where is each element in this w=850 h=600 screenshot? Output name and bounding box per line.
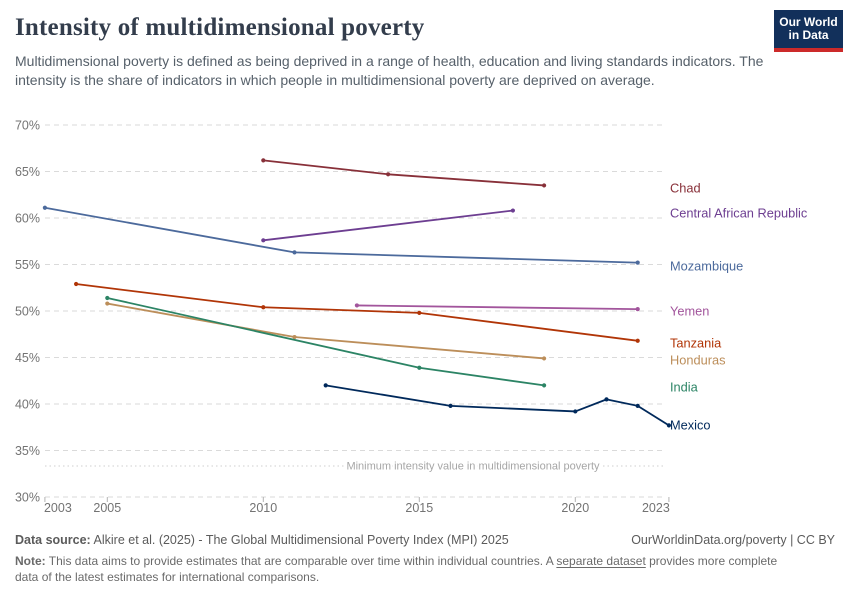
x-tick-label-2010: 2010 <box>249 501 277 515</box>
point-tanzania-2015 <box>417 310 422 315</box>
point-india-2019 <box>542 383 547 388</box>
data-source-line: Data source: Alkire et al. (2025) - The … <box>15 533 509 547</box>
series-label-yemen[interactable]: Yemen <box>670 304 709 319</box>
y-tick-label-45: 45% <box>15 351 40 365</box>
point-mozambique-2022 <box>635 260 640 265</box>
point-yemen-2022 <box>635 307 640 312</box>
note-text-2: provides more complete data of the lates… <box>15 554 778 585</box>
note-label: Note: <box>15 554 46 568</box>
series-label-india[interactable]: India <box>670 380 699 395</box>
point-chad-2010 <box>261 158 266 163</box>
point-mexico-2012 <box>323 383 328 388</box>
point-mexico-2022 <box>635 403 640 408</box>
series-label-chad[interactable]: Chad <box>670 181 701 196</box>
line-yemen[interactable] <box>355 304 639 311</box>
owid-logo-line1: Our World <box>779 15 838 29</box>
owid-logo-line2: in Data <box>788 28 829 42</box>
point-mexico-2023 <box>666 423 672 428</box>
point-central-african-republic-2018 <box>510 208 515 213</box>
y-tick-label-35: 35% <box>15 444 40 458</box>
minimum-intensity-annotation: Minimum intensity value in multidimensio… <box>346 461 600 473</box>
owid-url-license[interactable]: OurWorldinData.org/poverty | CC BY <box>631 533 835 547</box>
x-tick-label-2003: 2003 <box>44 501 72 515</box>
y-tick-label-60: 60% <box>15 212 40 226</box>
chart-footer: Data source: Alkire et al. (2025) - The … <box>15 533 835 585</box>
point-yemen-2013 <box>354 303 359 308</box>
data-source-text: Alkire et al. (2025) - The Global Multid… <box>90 533 509 547</box>
line-chad[interactable] <box>262 159 545 187</box>
line-mexico[interactable] <box>324 384 670 427</box>
series-label-mexico[interactable]: Mexico <box>670 418 711 433</box>
series-label-mozambique[interactable]: Mozambique <box>670 259 743 274</box>
point-chad-2019 <box>542 183 547 188</box>
y-tick-label-55: 55% <box>15 258 40 272</box>
page-title: Intensity of multidimensional poverty <box>15 14 425 41</box>
series-label-honduras[interactable]: Honduras <box>670 353 726 368</box>
point-honduras-2019 <box>542 356 547 361</box>
note-line: Note: This data aims to provide estimate… <box>15 553 785 585</box>
y-tick-label-40: 40% <box>15 398 40 412</box>
point-central-african-republic-2010 <box>261 238 266 243</box>
line-central-african-republic[interactable] <box>262 209 514 242</box>
point-mozambique-2011 <box>292 250 297 255</box>
series-label-central-african-republic[interactable]: Central African Republic <box>670 206 808 221</box>
x-tick-label-2020: 2020 <box>561 501 589 515</box>
x-tick-label-2005: 2005 <box>93 501 121 515</box>
point-india-2005 <box>105 295 110 301</box>
x-tick-label-2015: 2015 <box>405 501 433 515</box>
point-mexico-2021 <box>604 397 609 402</box>
series-label-tanzania[interactable]: Tanzania <box>670 336 722 351</box>
owid-logo[interactable]: Our World in Data <box>774 10 843 52</box>
x-tick-label-2023: 2023 <box>642 501 670 515</box>
y-tick-label-50: 50% <box>15 305 40 319</box>
point-tanzania-2010 <box>261 305 266 310</box>
point-tanzania-2004 <box>74 281 79 287</box>
point-mexico-2020 <box>573 409 578 414</box>
note-text-1: This data aims to provide estimates that… <box>45 554 557 568</box>
point-mexico-2016 <box>448 403 453 408</box>
separate-dataset-link[interactable]: separate dataset <box>556 554 646 568</box>
point-mozambique-2003 <box>42 205 48 210</box>
y-tick-label-65: 65% <box>15 165 40 179</box>
y-tick-label-30: 30% <box>15 491 40 505</box>
y-tick-label-70: 70% <box>15 119 40 133</box>
point-honduras-2005 <box>105 301 110 306</box>
line-tanzania[interactable] <box>75 283 639 342</box>
point-honduras-2011 <box>292 334 297 340</box>
line-mozambique[interactable] <box>44 206 639 264</box>
data-source-label: Data source: <box>15 533 91 547</box>
chart-subtitle: Multidimensional poverty is defined as b… <box>15 53 764 88</box>
point-india-2015 <box>417 365 422 370</box>
point-chad-2014 <box>386 172 391 177</box>
point-tanzania-2022 <box>635 338 640 343</box>
